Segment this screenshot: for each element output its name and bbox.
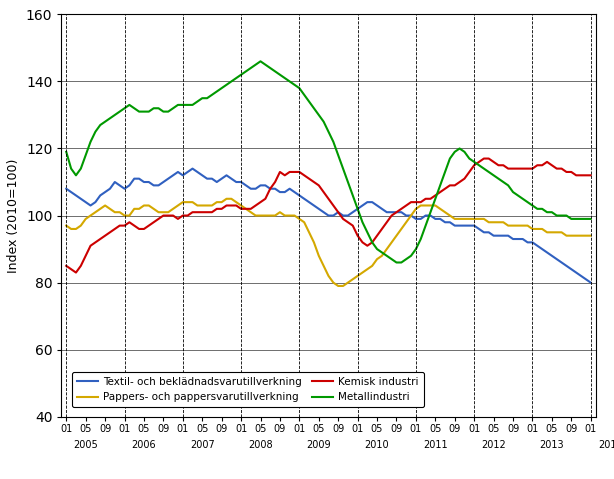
Text: 2006: 2006 — [131, 440, 157, 450]
Metallindustri — [257, 58, 264, 64]
Textil- och beklädnadsvarutillverkning — [63, 186, 70, 192]
Text: 2010: 2010 — [365, 440, 389, 450]
Textil- och beklädnadsvarutillverkning — [354, 206, 361, 212]
Pappers- och pappersvarutillverkning — [63, 223, 70, 228]
Kemisk industri — [63, 263, 70, 269]
Pappers- och pappersvarutillverkning — [359, 270, 366, 275]
Textil- och beklädnadsvarutillverkning — [587, 280, 594, 285]
Text: 2005: 2005 — [73, 440, 98, 450]
Text: 2014: 2014 — [598, 440, 614, 450]
Kemisk industri — [354, 233, 361, 239]
Text: 2012: 2012 — [481, 440, 506, 450]
Text: 2008: 2008 — [248, 440, 273, 450]
Textil- och beklädnadsvarutillverkning — [412, 216, 419, 222]
Kemisk industri — [349, 223, 357, 228]
Pappers- och pappersvarutillverkning — [243, 206, 250, 212]
Kemisk industri — [412, 199, 419, 205]
Pappers- och pappersvarutillverkning — [223, 196, 230, 202]
Textil- och beklädnadsvarutillverkning — [213, 179, 220, 185]
Metallindustri — [417, 236, 424, 242]
Legend: Textil- och beklädnadsvarutillverkning, Pappers- och pappersvarutillverkning, Ke: Textil- och beklädnadsvarutillverkning, … — [72, 372, 424, 408]
Text: 2011: 2011 — [423, 440, 448, 450]
Metallindustri — [393, 260, 400, 265]
Text: 2009: 2009 — [306, 440, 331, 450]
Metallindustri — [349, 193, 357, 198]
Pappers- och pappersvarutillverkning — [208, 203, 216, 208]
Kemisk industri — [243, 206, 250, 212]
Textil- och beklädnadsvarutillverkning — [189, 166, 196, 171]
Metallindustri — [354, 206, 361, 212]
Textil- och beklädnadsvarutillverkning — [243, 182, 250, 188]
Y-axis label: Index (2010=100): Index (2010=100) — [7, 159, 20, 273]
Metallindustri — [238, 72, 245, 78]
Pappers- och pappersvarutillverkning — [417, 203, 424, 208]
Metallindustri — [208, 92, 216, 98]
Kemisk industri — [213, 206, 220, 212]
Pappers- och pappersvarutillverkning — [587, 233, 594, 239]
Kemisk industri — [106, 229, 114, 235]
Kemisk industri — [587, 172, 594, 178]
Line: Metallindustri: Metallindustri — [66, 61, 591, 262]
Pappers- och pappersvarutillverkning — [354, 273, 361, 279]
Metallindustri — [101, 119, 109, 125]
Line: Textil- och beklädnadsvarutillverkning: Textil- och beklädnadsvarutillverkning — [66, 169, 591, 283]
Text: 2007: 2007 — [190, 440, 215, 450]
Text: 2013: 2013 — [540, 440, 564, 450]
Line: Kemisk industri: Kemisk industri — [66, 159, 591, 273]
Pappers- och pappersvarutillverkning — [335, 283, 342, 289]
Metallindustri — [587, 216, 594, 222]
Pappers- och pappersvarutillverkning — [101, 203, 109, 208]
Kemisk industri — [480, 156, 488, 161]
Line: Pappers- och pappersvarutillverkning: Pappers- och pappersvarutillverkning — [66, 199, 591, 286]
Metallindustri — [63, 149, 70, 155]
Textil- och beklädnadsvarutillverkning — [349, 209, 357, 215]
Textil- och beklädnadsvarutillverkning — [101, 189, 109, 195]
Kemisk industri — [72, 270, 80, 275]
